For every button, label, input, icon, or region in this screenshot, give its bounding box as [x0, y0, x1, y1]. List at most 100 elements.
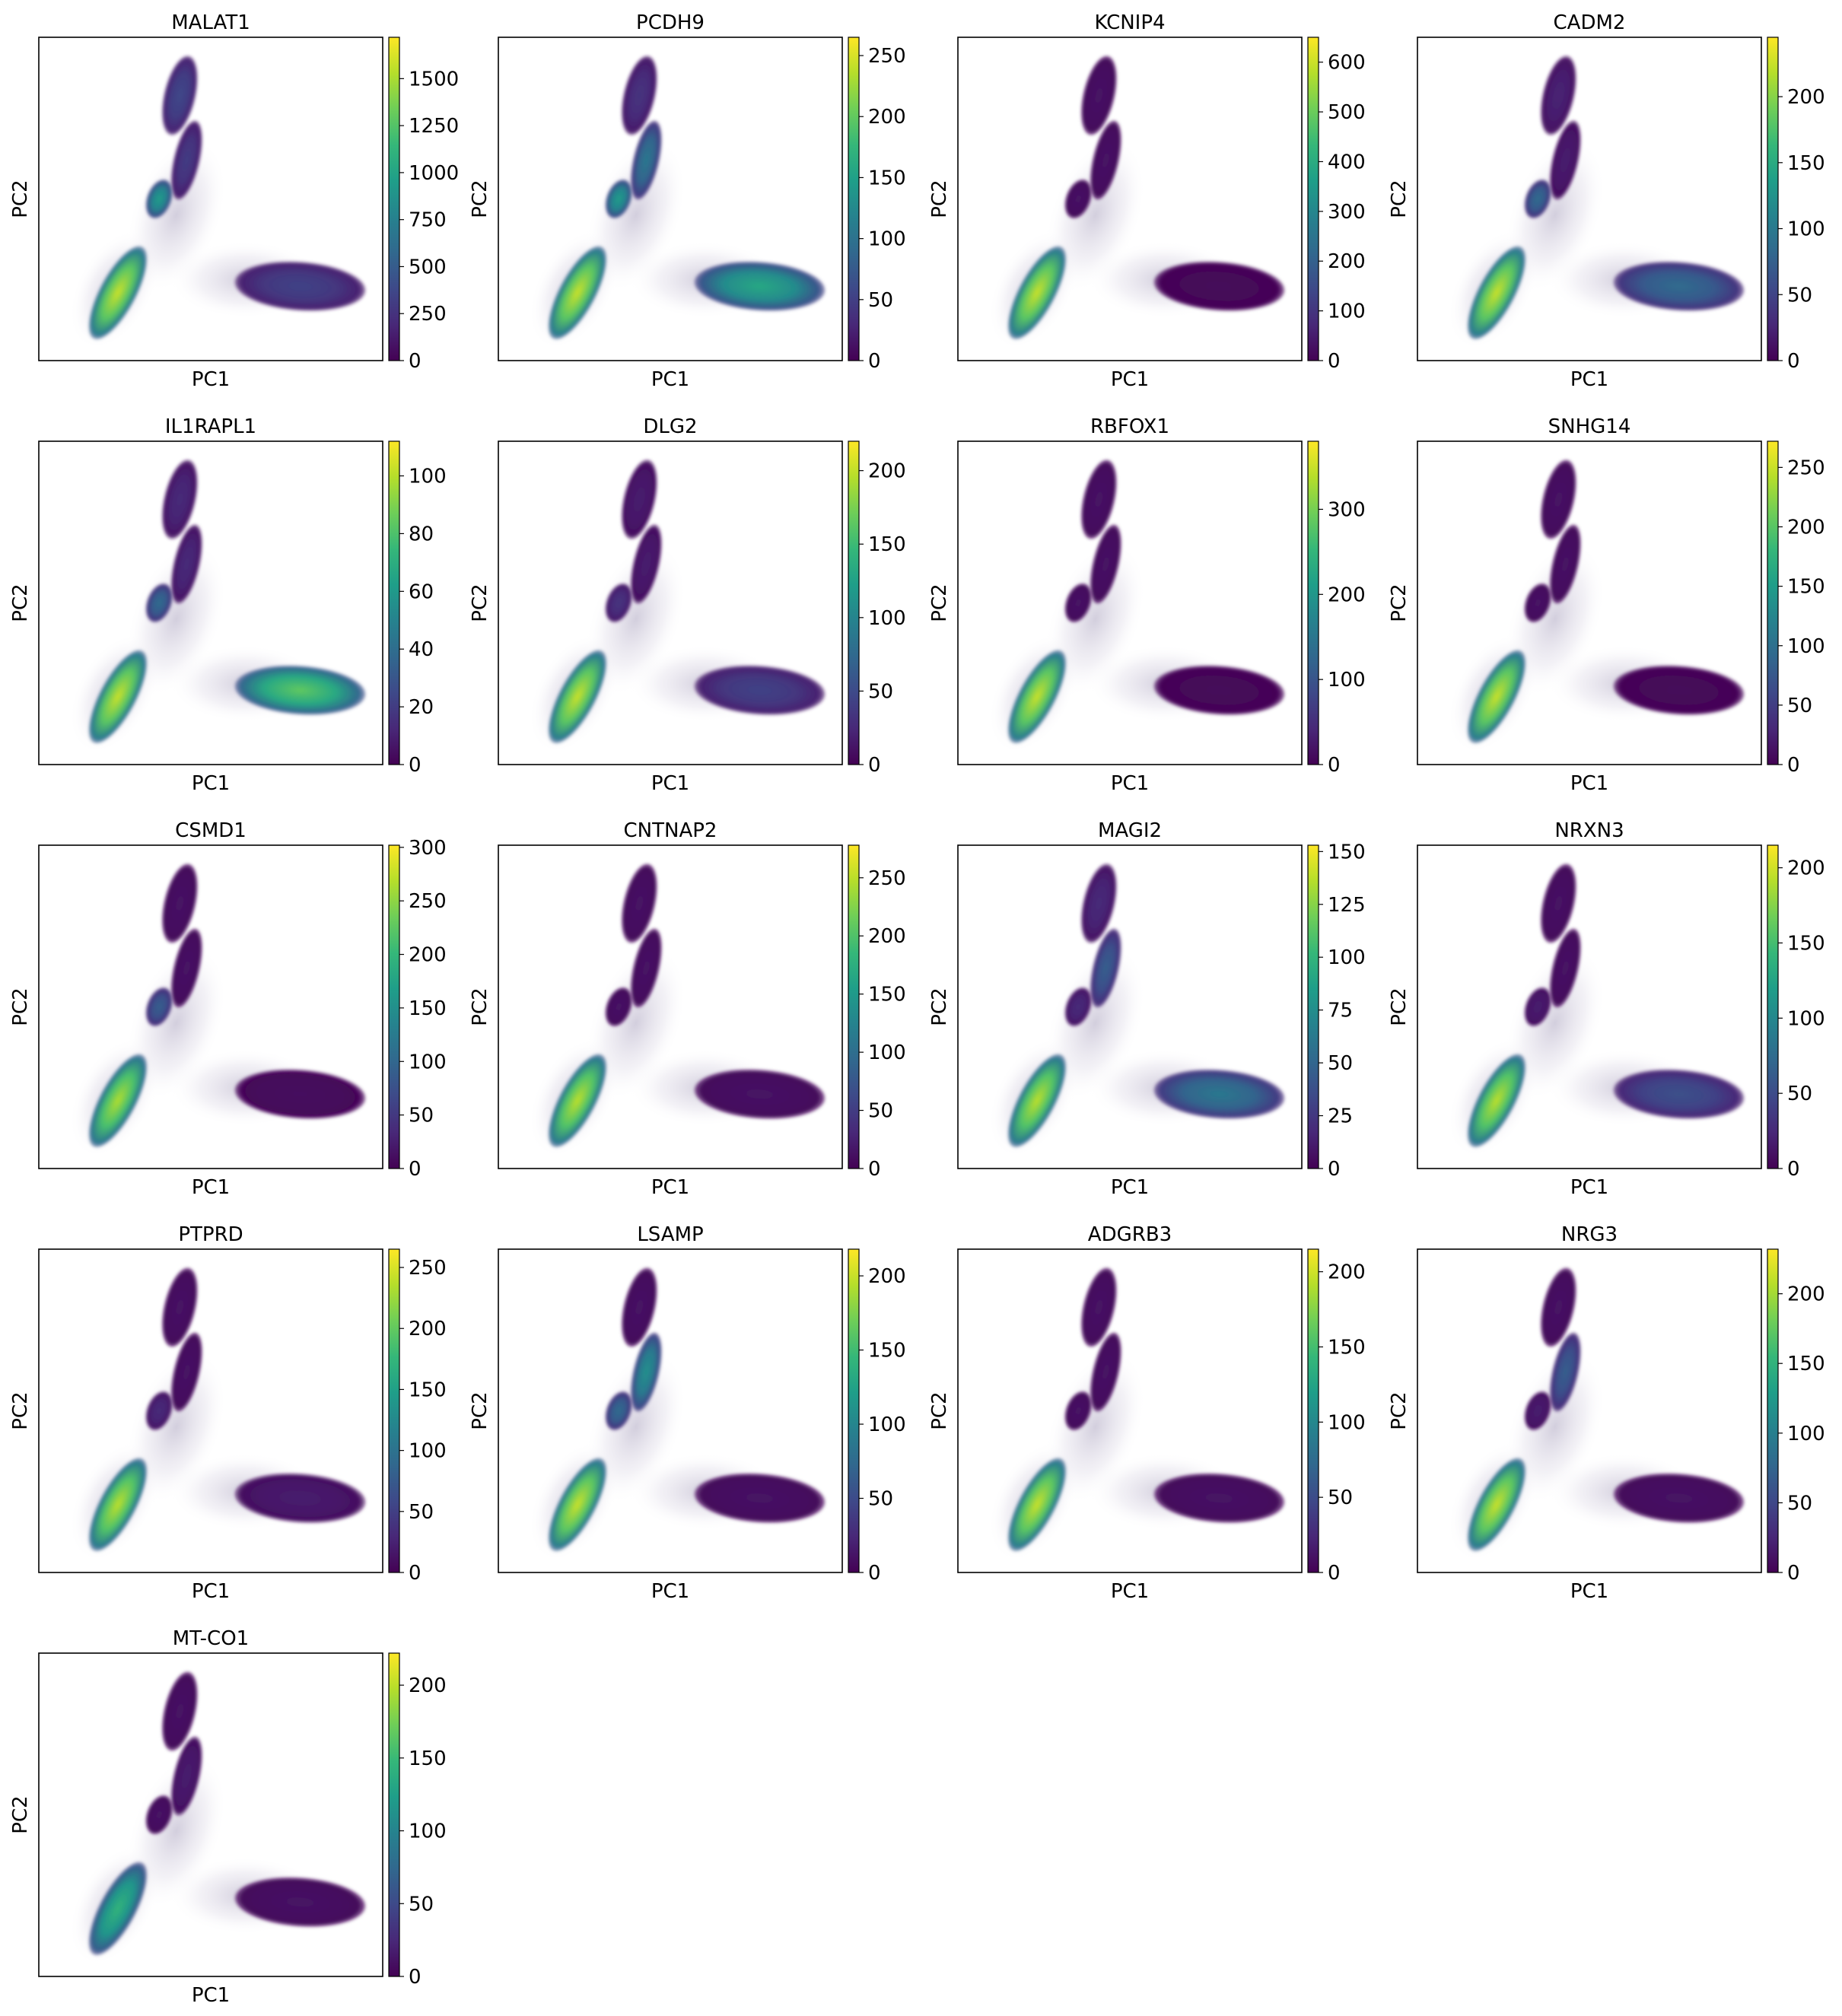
colorbar-tick-label: 50 [1787, 695, 1812, 717]
colorbar-tick-label: 0 [1328, 1158, 1341, 1181]
colorbar-tick-label: 100 [1787, 218, 1825, 241]
cluster-b [145, 987, 173, 1026]
panel-title: CSMD1 [175, 819, 247, 842]
cluster-b [605, 180, 632, 218]
cluster-d [1541, 1267, 1576, 1347]
colorbar-tick-label: 100 [868, 1041, 906, 1064]
colorbar: 0 50 100 150 200 250 [1767, 440, 1825, 777]
axes-frame [38, 1652, 383, 1977]
cluster-c [631, 1332, 662, 1412]
colorbar-tick-label: 150 [1787, 576, 1825, 599]
colorbar-tick-label: 75 [1328, 1000, 1353, 1022]
colorbar-tick-label: 50 [1787, 1083, 1812, 1105]
cluster-e [234, 1473, 366, 1523]
cluster-a [548, 650, 607, 743]
cluster-b [1524, 987, 1551, 1026]
cluster-c [631, 524, 662, 604]
colorbar-tick-label: 100 [409, 1820, 447, 1843]
colorbar-tick-label: 0 [409, 1562, 422, 1585]
cluster-b [145, 1795, 173, 1834]
cluster-a [1007, 650, 1067, 743]
cluster-e [1153, 261, 1285, 311]
colorbar-tick-label: 200 [409, 1674, 447, 1697]
colorbar-gradient [1767, 1248, 1779, 1573]
axes-frame [498, 844, 843, 1169]
scatter-points [1448, 56, 1745, 350]
colorbar-tick-label: 200 [868, 460, 906, 483]
cluster-a [1007, 246, 1067, 339]
cluster-c [631, 120, 662, 200]
x-axis-label: PC1 [192, 1580, 230, 1603]
colorbar-tick-label: 150 [868, 1340, 906, 1363]
colorbar-tick-label: 200 [409, 944, 447, 967]
y-axis-label: PC2 [469, 583, 492, 622]
colorbar-tick-label: 0 [868, 350, 881, 373]
colorbar: 0 50 100 150 200 [1307, 1248, 1366, 1585]
panel-title: MALAT1 [171, 11, 250, 34]
cluster-e [1153, 665, 1285, 715]
colorbar-gradient [1767, 37, 1779, 361]
cluster-c [1090, 524, 1121, 604]
cluster-d [162, 1671, 198, 1751]
colorbar-gradient [388, 1248, 400, 1573]
colorbar-tick-label: 100 [409, 466, 447, 488]
cluster-c [631, 928, 662, 1008]
colorbar-tick-label: 250 [1787, 456, 1825, 479]
cluster-c [1550, 1332, 1581, 1412]
colorbar-tick-label: 50 [1328, 1052, 1353, 1075]
cluster-a [88, 650, 148, 743]
y-axis-label: PC2 [9, 1795, 32, 1833]
colorbar-tick-label: 100 [409, 1440, 447, 1463]
colorbar-tick-label: 0 [1328, 1562, 1341, 1585]
y-axis-label: PC2 [1388, 180, 1411, 218]
x-axis-label: PC1 [651, 1176, 689, 1199]
cluster-a [1467, 246, 1526, 339]
cluster-d [162, 56, 198, 135]
cluster-e [1613, 665, 1745, 715]
cluster-b [1524, 180, 1551, 218]
scatter-points [1448, 459, 1745, 754]
cluster-d [622, 863, 657, 943]
colorbar-gradient [1767, 844, 1779, 1169]
scatter-points [1448, 1267, 1745, 1562]
panel-cadm2: CADM2 PC1 PC2 0 50 100 150 200 [1388, 11, 1825, 391]
cluster-b [1064, 1391, 1092, 1430]
colorbar: 0 50 100 150 200 250 [848, 37, 906, 373]
colorbar-gradient [1307, 37, 1319, 361]
colorbar: 0 20 40 60 80 100 [388, 440, 447, 777]
y-axis-label: PC2 [9, 583, 32, 622]
colorbar-tick-label: 50 [868, 680, 893, 703]
colorbar-tick-label: 300 [1328, 201, 1366, 224]
scatter-points [988, 1267, 1285, 1562]
colorbar-gradient [848, 844, 860, 1169]
cluster-a [548, 1458, 607, 1551]
scatter-points [529, 863, 826, 1158]
colorbar-tick-label: 200 [868, 1265, 906, 1288]
colorbar-tick-label: 0 [868, 1562, 881, 1585]
panel-adgrb3: ADGRB3 PC1 PC2 0 50 100 150 200 [928, 1223, 1366, 1603]
panel-lsamp: LSAMP PC1 PC2 0 50 100 150 200 [469, 1223, 906, 1603]
axes-frame [498, 440, 843, 765]
axes-frame [1417, 1248, 1762, 1573]
colorbar: 0 50 100 150 200 [1767, 37, 1825, 373]
panel-magi2: MAGI2 PC1 PC2 0 25 50 75 100 125 150 [928, 819, 1366, 1199]
colorbar-tick-label: 1500 [409, 68, 459, 91]
colorbar-tick-label: 100 [868, 607, 906, 630]
colorbar-tick-label: 1000 [409, 162, 459, 185]
colorbar-tick-label: 0 [1787, 350, 1800, 373]
colorbar-gradient [388, 440, 400, 765]
colorbar: 0 50 100 150 200 [1767, 844, 1825, 1181]
panel-title: LSAMP [637, 1223, 703, 1246]
scatter-points [529, 459, 826, 754]
panel-title: NRG3 [1561, 1223, 1618, 1246]
cluster-e [1613, 261, 1745, 311]
cluster-e [234, 261, 366, 311]
colorbar-tick-label: 300 [1328, 498, 1366, 521]
cluster-c [171, 524, 202, 604]
colorbar-tick-label: 50 [1787, 284, 1812, 307]
axes-frame [1417, 844, 1762, 1169]
colorbar-tick-label: 200 [1787, 517, 1825, 539]
cluster-b [145, 180, 173, 218]
cluster-b [1524, 1391, 1551, 1430]
axes-frame [38, 440, 383, 765]
